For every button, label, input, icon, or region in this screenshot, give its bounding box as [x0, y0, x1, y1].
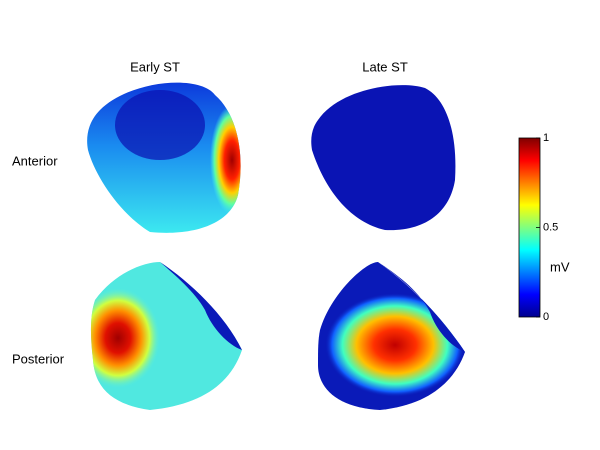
tick-label: 0	[543, 311, 549, 323]
tick-label: 1	[543, 132, 549, 144]
heart-map	[87, 82, 241, 233]
row-label: Anterior	[12, 153, 58, 168]
colorbar-label: mV	[550, 259, 570, 274]
row-label: Posterior	[12, 351, 65, 366]
colorbar-ticks: 00.51	[536, 132, 558, 323]
tick-label: 0.5	[543, 221, 558, 233]
heart-map	[311, 85, 456, 231]
column-label: Early ST	[130, 59, 180, 74]
heart-flap	[378, 262, 465, 352]
column-label: Late ST	[362, 59, 408, 74]
heart-flap	[160, 262, 242, 350]
